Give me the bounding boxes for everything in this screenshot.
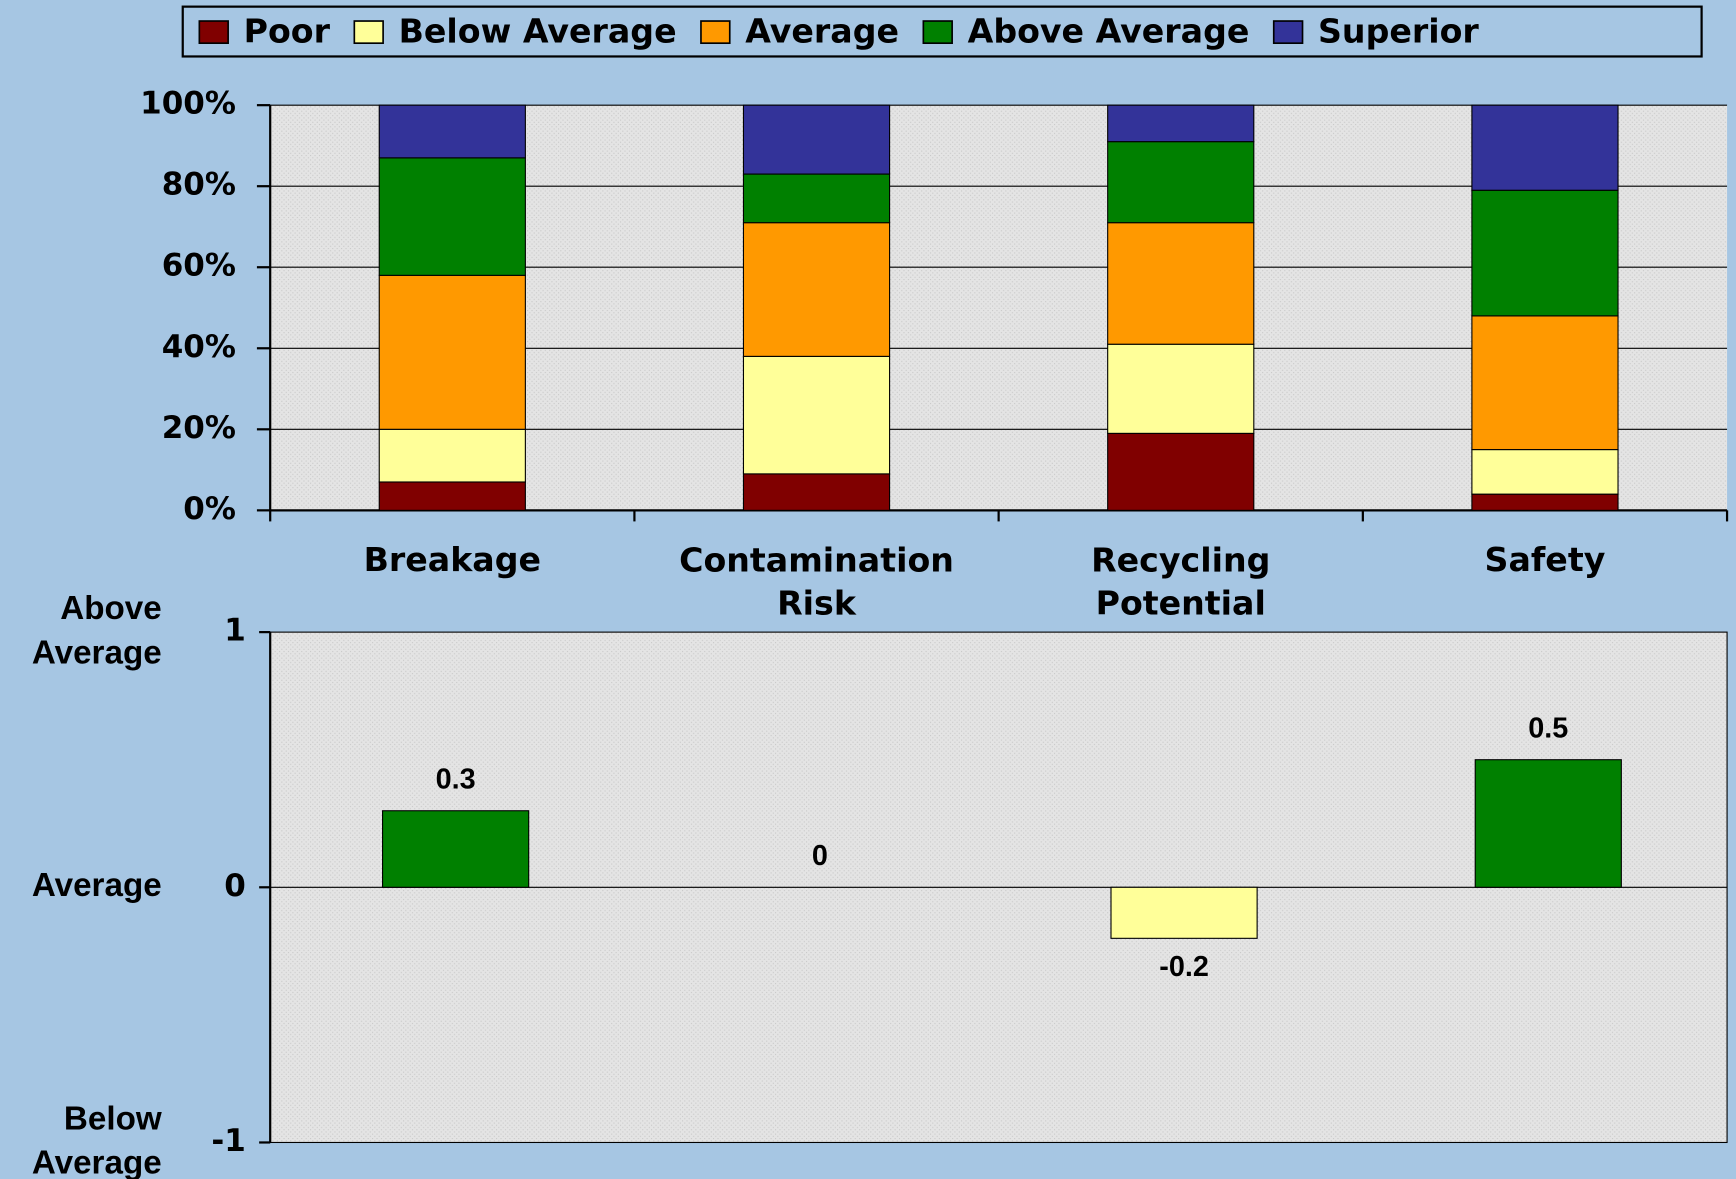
legend-swatch — [700, 20, 731, 45]
bar — [382, 810, 530, 888]
legend-label: Average — [745, 12, 899, 51]
data-label: 0.5 — [1528, 712, 1568, 744]
y-tick-label: -1 — [211, 1123, 245, 1159]
bar-segment — [742, 355, 891, 475]
x-tick-label: Contamination Risk — [679, 540, 954, 622]
y-tick-label: 0% — [183, 491, 236, 527]
legend-label: Poor — [244, 12, 331, 51]
bar — [1474, 759, 1622, 888]
bar-segment — [1107, 104, 1255, 143]
legend-swatch — [922, 20, 953, 45]
data-label: 0.3 — [436, 763, 476, 795]
bar-segment — [742, 173, 891, 224]
legend-swatch — [198, 20, 229, 45]
data-label: 0 — [812, 840, 828, 872]
bar-segment — [742, 473, 891, 511]
y-tick-label: 80% — [162, 167, 236, 203]
legend-label: Below Average — [399, 12, 677, 51]
bar-segment — [742, 222, 891, 357]
bar-segment — [1471, 189, 1619, 317]
legend-swatch — [1272, 20, 1304, 45]
y-tick-label: 60% — [162, 248, 236, 284]
axis-annotation: Below Average — [32, 1100, 162, 1179]
bar-segment — [1107, 141, 1255, 224]
y-tick-label: 1 — [224, 613, 246, 649]
bar-segment — [1471, 493, 1619, 511]
bar-segment — [378, 428, 526, 483]
bar — [1110, 886, 1258, 939]
x-tick-label: Recycling Potential — [1091, 540, 1270, 622]
bar-segment — [378, 157, 526, 276]
legend-label: Superior — [1318, 12, 1479, 51]
y-tick-label: 20% — [162, 410, 236, 446]
bar-segment — [1471, 104, 1619, 191]
legend-label: Above Average — [968, 12, 1250, 51]
bar-segment — [378, 104, 526, 159]
bar-segment — [742, 104, 891, 175]
legend-box — [181, 5, 1703, 58]
bar-segment — [378, 481, 526, 511]
y-tick-label: 0 — [224, 868, 246, 904]
y-tick-label: 100% — [140, 86, 236, 122]
data-label: -0.2 — [1159, 951, 1209, 983]
bar-segment — [378, 274, 526, 430]
bar-segment — [1471, 315, 1619, 451]
bar-segment — [1471, 449, 1619, 495]
axis-annotation: Average — [32, 867, 162, 904]
legend-swatch — [353, 20, 384, 45]
x-tick-label: Safety — [1485, 540, 1606, 579]
bar-segment — [1107, 222, 1255, 345]
bar-segment — [1107, 432, 1255, 511]
axis-annotation: Above Average — [32, 590, 162, 671]
bar-segment — [1107, 343, 1255, 434]
y-tick-label: 40% — [162, 329, 236, 365]
x-tick-label: Breakage — [364, 540, 541, 579]
